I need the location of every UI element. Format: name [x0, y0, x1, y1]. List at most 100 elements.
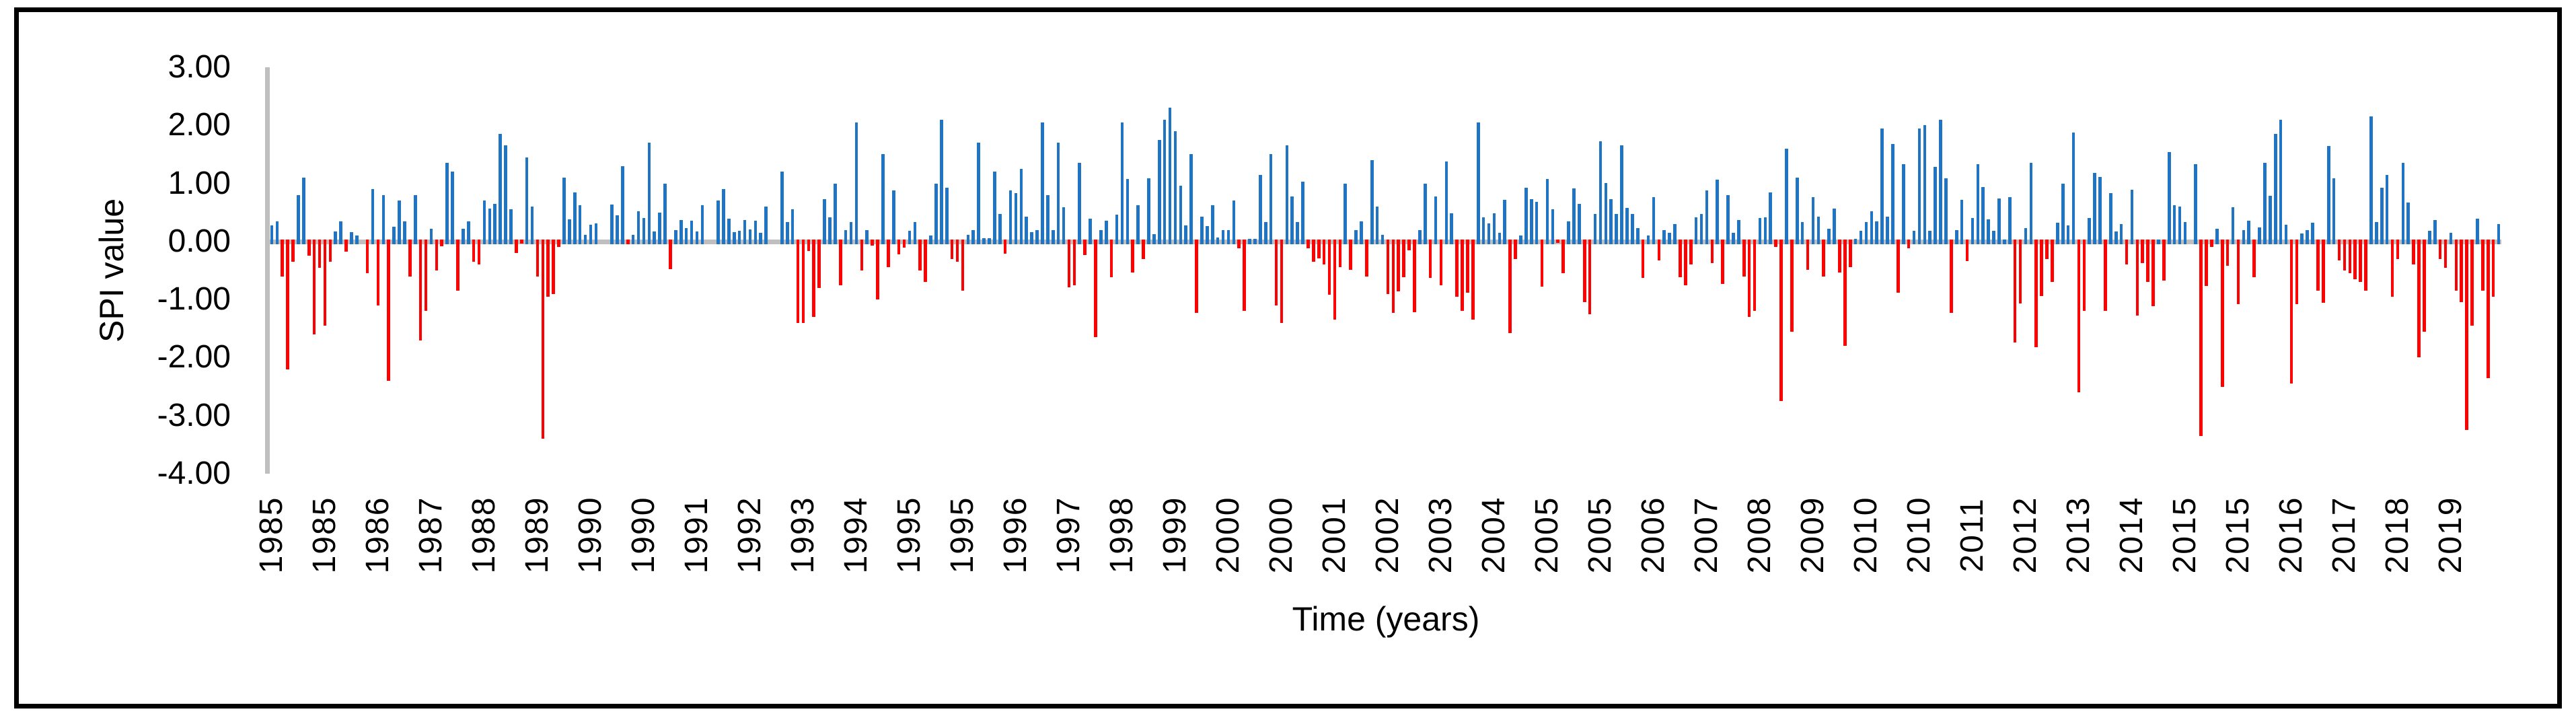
bar: [2146, 239, 2149, 283]
bar: [647, 143, 651, 244]
bar: [387, 239, 391, 381]
bar: [913, 221, 917, 244]
bar: [2008, 197, 2012, 244]
bar: [1035, 230, 1039, 244]
bar: [1025, 216, 1029, 244]
bar: [1811, 197, 1815, 244]
x-tick-label: 2013: [2060, 496, 2096, 574]
bar: [1779, 239, 1783, 402]
bar: [297, 194, 300, 244]
x-tick-label: 1993: [784, 496, 821, 574]
bar: [1078, 163, 1082, 244]
bar: [1248, 239, 1251, 244]
bar: [1051, 230, 1055, 244]
bar: [435, 239, 439, 270]
bar: [1444, 161, 1448, 244]
bar: [1668, 232, 1671, 244]
bar: [1944, 178, 1948, 244]
bar: [2088, 218, 2092, 244]
x-tick-label: 2005: [1582, 496, 1618, 574]
bar: [2465, 239, 2468, 431]
bar: [1360, 221, 1363, 244]
bar: [2135, 239, 2139, 316]
bar: [1498, 232, 1502, 244]
bar: [1269, 154, 1273, 244]
bar: [2162, 239, 2166, 281]
bar: [2433, 219, 2437, 244]
bar: [2199, 239, 2203, 436]
bar: [2082, 239, 2086, 311]
bar: [764, 207, 768, 244]
bar: [1753, 239, 1757, 312]
bar: [924, 239, 927, 283]
bar: [1253, 238, 1257, 244]
bar: [2034, 239, 2038, 347]
bar: [945, 188, 949, 244]
bar: [2454, 239, 2458, 291]
bar: [807, 239, 811, 251]
bar: [993, 172, 996, 244]
bar: [2380, 188, 2384, 244]
bar: [424, 239, 428, 312]
bar: [2051, 239, 2054, 283]
bar: [722, 189, 725, 244]
bar: [1056, 143, 1060, 244]
bar: [1263, 222, 1267, 244]
bar: [1833, 208, 1836, 244]
bar: [1312, 239, 1315, 262]
bar: [1705, 190, 1709, 244]
bar: [955, 239, 959, 262]
bar: [940, 119, 943, 244]
bar: [365, 239, 369, 274]
bar: [838, 239, 842, 286]
bar: [530, 207, 534, 244]
x-tick-label: 2000: [1263, 496, 1299, 574]
bar: [1578, 203, 1581, 244]
bar: [557, 239, 560, 248]
chart-outer-border: [14, 7, 2562, 709]
bar: [312, 239, 316, 334]
bar: [456, 239, 459, 291]
bar: [2460, 239, 2464, 303]
bar: [1556, 239, 1560, 243]
bar: [1615, 214, 1618, 244]
bar: [515, 239, 518, 254]
bar: [1344, 183, 1348, 244]
bar: [1848, 239, 1852, 267]
bar: [1301, 181, 1304, 244]
bar: [1954, 229, 1958, 244]
bar: [636, 211, 640, 244]
x-tick-label: 1988: [466, 496, 502, 574]
bar: [1391, 239, 1395, 313]
bar: [2040, 239, 2043, 296]
bar: [1471, 239, 1475, 320]
bar: [1859, 231, 1863, 244]
bar: [1338, 239, 1342, 267]
bar: [2109, 193, 2112, 244]
bar: [1774, 239, 1777, 248]
bar: [1210, 205, 1214, 244]
x-tick-label: 2001: [1316, 496, 1352, 574]
x-tick-label: 1995: [891, 496, 927, 574]
bar: [1226, 230, 1230, 244]
bar: [2438, 239, 2442, 259]
bar: [1067, 239, 1071, 287]
bar: [376, 239, 380, 305]
x-tick-label: 1998: [1103, 496, 1140, 574]
bar: [785, 222, 789, 244]
bar: [1041, 122, 1044, 244]
y-tick-label: 1.00: [168, 165, 231, 201]
bar: [307, 239, 311, 256]
bar: [876, 239, 879, 300]
bar: [2396, 239, 2400, 259]
bar: [871, 239, 874, 246]
bar: [1259, 174, 1262, 244]
bar: [2486, 239, 2490, 378]
bar: [834, 183, 837, 244]
bar: [1120, 122, 1124, 244]
bar: [1019, 169, 1023, 244]
bar: [1679, 239, 1682, 278]
bar: [2247, 220, 2251, 244]
bar: [1907, 239, 1911, 249]
bar: [2284, 224, 2288, 244]
